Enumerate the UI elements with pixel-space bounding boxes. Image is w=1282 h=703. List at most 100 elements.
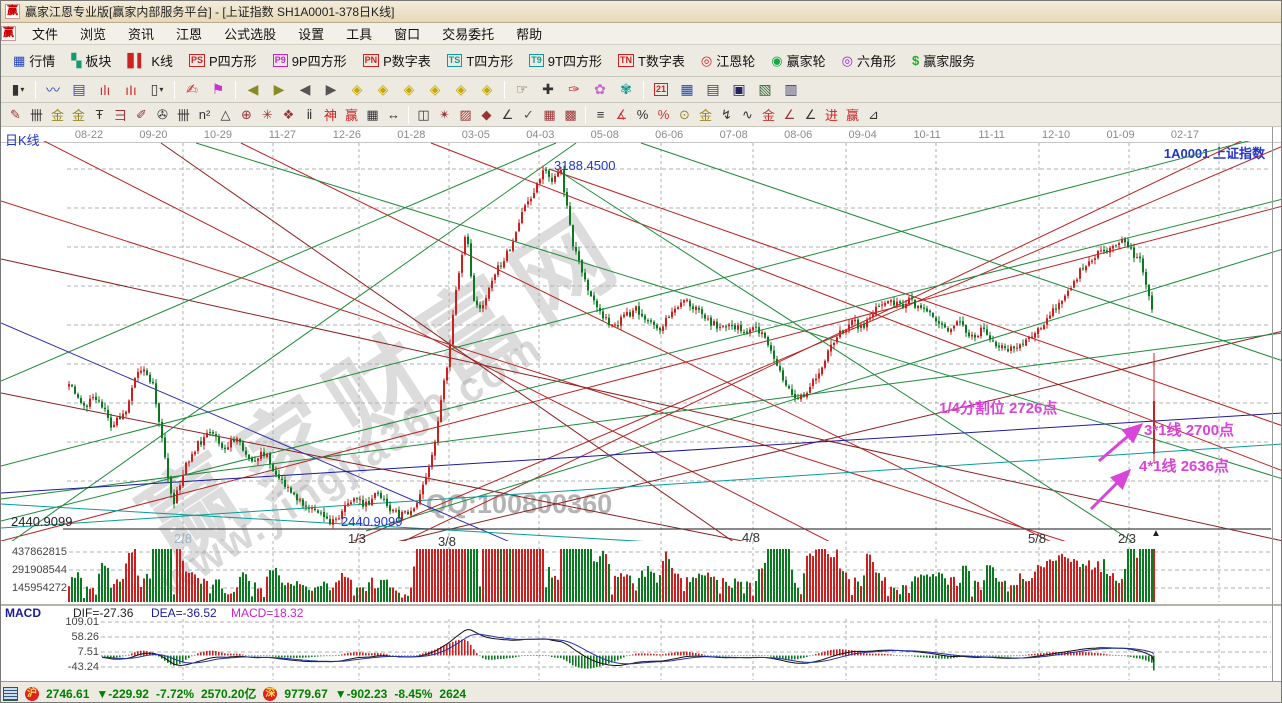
crosshair-button[interactable]: ✚ — [536, 79, 560, 101]
draw-tool-36-button[interactable]: ↯ — [721, 106, 732, 122]
draw-tool-23-button[interactable]: ▨ — [459, 106, 472, 122]
menu-item-4[interactable]: 江恩 — [176, 27, 203, 42]
color-chart-button[interactable]: ⚑ — [206, 79, 230, 101]
shenzhen-market-icon[interactable]: 深 — [263, 686, 278, 701]
pane-splitter[interactable] — [1, 603, 1281, 606]
hand-drag-button[interactable]: ☞ — [510, 79, 534, 101]
draw-tool-38-button[interactable]: 金 — [761, 108, 775, 123]
draw-tool-6-button[interactable]: 彐 — [113, 108, 127, 123]
p-number-table-button[interactable]: PN P数字表 — [355, 48, 439, 74]
winner-service-button[interactable]: $ 赢家服务 — [904, 48, 983, 74]
draw-tool-15-button[interactable]: ⅱ — [306, 106, 313, 122]
calculator-button[interactable]: ▦ — [675, 79, 699, 101]
quote-grid-icon[interactable] — [3, 686, 18, 701]
menu-item-5[interactable]: 公式选股 — [224, 27, 277, 42]
kline-period-button[interactable]: ▮ ▾ — [6, 79, 30, 101]
draw-tool-32-button[interactable]: % — [636, 107, 649, 122]
draw-tool-37-button[interactable]: ∿ — [742, 106, 753, 122]
compress-h-button[interactable]: ◈ — [397, 79, 421, 101]
skip-last-button[interactable]: ▶ — [267, 79, 291, 101]
draw-tool-13-button[interactable]: ✳ — [262, 106, 273, 122]
hexagon-button[interactable]: ◎ 六角形 — [834, 48, 904, 74]
draw-tool-25-button[interactable]: ∠ — [501, 106, 514, 122]
step-forward-button[interactable]: ▶ — [319, 79, 343, 101]
draw-tool-42-button[interactable]: 赢 — [845, 108, 859, 123]
draw-tool-40-button[interactable]: ∠ — [804, 106, 817, 122]
gann-wheel-button[interactable]: ◎ 江恩轮 — [693, 48, 763, 74]
p9-square-button[interactable]: P9 9P四方形 — [265, 48, 355, 74]
menu-item-9[interactable]: 交易委托 — [442, 27, 495, 42]
draw-tool-30-button[interactable]: ≡ — [596, 107, 605, 122]
menu-item-6[interactable]: 设置 — [298, 27, 325, 42]
draw-tool-41-button[interactable]: 进 — [824, 108, 838, 123]
draw-tool-27-button[interactable]: ▦ — [543, 106, 556, 122]
share-button[interactable]: ▧ — [753, 79, 777, 101]
kline-button[interactable]: ▋▍ K线 — [119, 48, 181, 74]
quotes-button[interactable]: ▦ 行情 — [5, 48, 63, 74]
compress-v-button[interactable]: ◈ — [449, 79, 473, 101]
sketch-tool-button[interactable]: 〰 — [41, 79, 65, 101]
winner-wheel-button[interactable]: ◉ 赢家轮 — [763, 48, 833, 74]
draw-tool-14-button[interactable]: ❖ — [282, 106, 295, 122]
menu-item-10[interactable]: 帮助 — [516, 27, 543, 42]
t9-square-button[interactable]: T9 9T四方形 — [521, 48, 610, 74]
draw-tool-21-button[interactable]: ◫ — [417, 106, 430, 122]
candle-style-button[interactable]: ▯ ▾ — [145, 79, 169, 101]
save-button[interactable]: ▣ — [727, 79, 751, 101]
sectors-button[interactable]: ▚ 板块 — [63, 48, 119, 74]
mark-pen-button[interactable]: ✑ — [562, 79, 586, 101]
draw-tool-16-button[interactable]: 神 — [323, 108, 337, 123]
smart-analysis-button[interactable]: ✾ — [614, 79, 638, 101]
draw-tool-9-button[interactable]: 卌 — [176, 108, 190, 123]
full-view-button[interactable]: ◈ — [475, 79, 499, 101]
notebook-button[interactable]: ▤ — [701, 79, 725, 101]
menu-item-2[interactable]: 浏览 — [80, 27, 107, 42]
draw-tool-18-button[interactable]: ▦ — [366, 106, 379, 122]
t-number-table-button[interactable]: TN T数字表 — [610, 48, 693, 74]
draw-tool-35-button[interactable]: 金 — [698, 108, 712, 123]
draw-tool-22-button[interactable]: ✴ — [439, 106, 450, 122]
draw-tool-5-button[interactable]: Ŧ — [95, 107, 104, 122]
info-panel-button[interactable]: ▤ — [67, 79, 91, 101]
draw-tool-43-button[interactable]: ⊿ — [868, 106, 879, 122]
draw-tool-8-button[interactable]: ✇ — [157, 106, 168, 122]
menu-item-3[interactable]: 资讯 — [128, 27, 155, 42]
bars-large-button[interactable]: ıIı — [119, 79, 143, 101]
draw-tool-34-button[interactable]: ⊙ — [679, 106, 690, 122]
macd-pane-svg[interactable] — [1, 619, 1282, 681]
draw-tool-10-button[interactable]: n² — [198, 107, 211, 122]
draw-tool-17-button[interactable]: 赢 — [344, 108, 358, 123]
calendar-button[interactable]: 21 — [649, 79, 673, 101]
main-chart-svg[interactable] — [1, 141, 1282, 541]
draw-tool-3-button[interactable]: 金 — [50, 108, 64, 123]
menu-item-7[interactable]: 工具 — [346, 27, 373, 42]
draw-tool-19-button[interactable]: ↔ — [387, 107, 400, 122]
shanghai-market-icon[interactable]: 沪 — [25, 686, 39, 701]
zoom-right-button[interactable]: ◈ — [371, 79, 395, 101]
draw-tool-4-button[interactable]: 金 — [71, 108, 85, 123]
t-square-button[interactable]: TS T四方形 — [439, 48, 521, 74]
draw-tool-1-button[interactable]: ✎ — [10, 106, 21, 122]
draw-tool-26-button[interactable]: ✓ — [523, 106, 534, 122]
draw-tool-12-button[interactable]: ⊕ — [241, 106, 252, 122]
volume-pane-svg[interactable] — [1, 541, 1282, 603]
draw-tool-24-button[interactable]: ◆ — [481, 106, 492, 122]
draw-tool-2-button[interactable]: 卌 — [29, 108, 43, 123]
draw-tool-11-button[interactable]: △ — [220, 106, 231, 122]
draw-tool-28-button[interactable]: ▩ — [564, 106, 577, 122]
skip-first-button[interactable]: ◀ — [241, 79, 265, 101]
draw-red-box-button[interactable]: ✍ — [180, 79, 204, 101]
draw-tool-7-button[interactable]: ✐ — [136, 106, 147, 122]
draw-tool-33-button[interactable]: % — [657, 107, 670, 122]
draw-tool-31-button[interactable]: ∡ — [615, 106, 628, 122]
print-button[interactable]: ▥ — [779, 79, 803, 101]
step-back-button[interactable]: ◀ — [293, 79, 317, 101]
menu-item-1[interactable]: 文件 — [32, 27, 59, 42]
p-square-button[interactable]: PS P四方形 — [181, 48, 265, 74]
zoom-left-button[interactable]: ◈ — [345, 79, 369, 101]
draw-tool-39-button[interactable]: ∠ — [783, 106, 796, 122]
expand-h-button[interactable]: ◈ — [423, 79, 447, 101]
bars-small-button[interactable]: ılı — [93, 79, 117, 101]
pink-tool-button[interactable]: ✿ — [588, 79, 612, 101]
menu-item-8[interactable]: 窗口 — [394, 27, 421, 42]
